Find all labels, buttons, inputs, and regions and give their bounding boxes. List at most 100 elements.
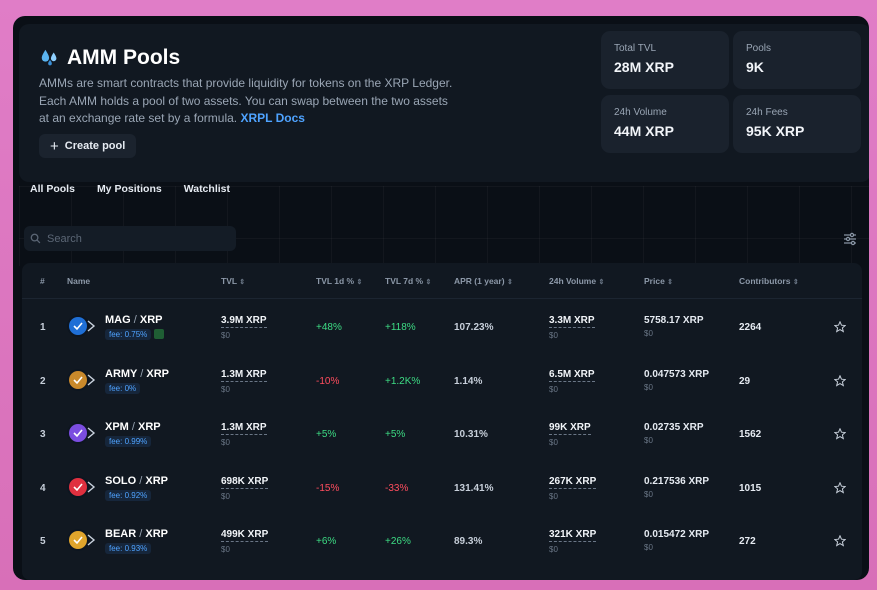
tvl-usd: $0 <box>221 384 230 394</box>
pair-separator: / <box>140 367 144 380</box>
contributors-cell: 29 <box>739 375 751 387</box>
pair-name[interactable]: BEAR / XRP <box>105 528 168 540</box>
price-value: 5758.17 XRP <box>644 315 704 326</box>
volume-value: 267K XRP <box>549 475 597 489</box>
price-usd: $0 <box>644 543 653 552</box>
tvl-7d-cell: +5% <box>385 429 406 440</box>
token-pair-logo-icon <box>67 315 96 337</box>
quote-token: XRP <box>138 421 161 433</box>
col-apr[interactable]: APR (1 year) ⇕ <box>454 276 513 286</box>
price-cell: 0.217536 XRP $0 <box>644 476 709 499</box>
pair-cell: XPM / XRP fee: 0.99% <box>105 421 161 447</box>
app-window: AMM Pools AMMs are smart contracts that … <box>13 16 869 580</box>
tab-watchlist[interactable]: Watchlist <box>183 183 230 195</box>
col-price[interactable]: Price ⇕ <box>644 276 673 286</box>
xrpl-docs-link[interactable]: XRPL Docs <box>240 111 305 125</box>
star-icon[interactable] <box>834 428 846 440</box>
pair-name[interactable]: MAG / XRP <box>105 314 164 326</box>
sort-icon: ⇕ <box>792 279 799 286</box>
col-volume-label: 24h Volume <box>549 276 597 286</box>
star-icon[interactable] <box>834 535 846 547</box>
stat-value: 9K <box>746 59 764 75</box>
sort-icon: ⇕ <box>667 279 674 286</box>
volume-cell: 321K XRP $0 <box>549 529 597 554</box>
token-pair-logo-icon <box>67 368 96 391</box>
price-cell: 0.047573 XRP $0 <box>644 369 709 392</box>
apr-cell: 1.14% <box>454 375 483 387</box>
star-icon[interactable] <box>834 374 846 387</box>
contributors-cell: 1015 <box>739 482 762 494</box>
search-box[interactable] <box>24 226 236 251</box>
pair-name[interactable]: SOLO / XRP <box>105 475 168 487</box>
row-index: 1 <box>40 322 46 333</box>
water-drops-icon <box>41 49 57 66</box>
pair-name[interactable]: ARMY / XRP <box>105 368 169 380</box>
token-pair-logo-icon <box>67 475 96 498</box>
tvl-value: 698K XRP <box>221 475 269 489</box>
row-index: 4 <box>40 482 46 494</box>
pair-cell: BEAR / XRP fee: 0.93% <box>105 528 168 554</box>
table-row[interactable]: 4 SOLO / XRP fee: 0.92% 698K XRP $0 -15%… <box>22 460 862 514</box>
table-row[interactable]: 3 XPM / XRP fee: 0.99% 1.3M XRP $0 +5% +… <box>22 406 862 460</box>
stat-label: 24h Volume <box>614 107 667 118</box>
stat-value: 28M XRP <box>614 59 674 75</box>
fee-badge: fee: 0.92% <box>105 489 152 501</box>
apr-cell: 131.41% <box>454 482 494 494</box>
col-tvl-7d[interactable]: TVL 7d % ⇕ <box>385 276 431 286</box>
table-row[interactable]: 1 MAG / XRP fee: 0.75% 3.9M XRP $0 +48% … <box>22 299 862 353</box>
search-input[interactable] <box>47 232 227 245</box>
tvl-value: 3.9M XRP <box>221 315 267 328</box>
col-volume[interactable]: 24h Volume ⇕ <box>549 276 604 286</box>
tab-all-pools[interactable]: All Pools <box>30 183 75 195</box>
col-tvl-1d[interactable]: TVL 1d % ⇕ <box>316 276 362 286</box>
col-tvl-label: TVL <box>221 276 237 286</box>
col-contributors[interactable]: Contributors ⇕ <box>739 276 799 286</box>
star-icon[interactable] <box>834 481 846 494</box>
volume-value: 99K XRP <box>549 422 591 435</box>
col-name: Name <box>67 276 91 286</box>
pair-separator: / <box>139 474 143 487</box>
tvl-usd: $0 <box>221 438 230 447</box>
pair-name[interactable]: XPM / XRP <box>105 421 161 433</box>
quote-token: XRP <box>145 474 168 487</box>
plus-icon: + <box>50 137 59 155</box>
contributors-cell: 2264 <box>739 322 762 333</box>
col-contributors-label: Contributors <box>739 276 791 286</box>
table-row[interactable]: 5 BEAR / XRP fee: 0.93% 499K XRP $0 +6% … <box>22 513 862 567</box>
quote-token: XRP <box>139 314 163 326</box>
volume-value: 3.3M XRP <box>549 315 595 328</box>
row-index: 5 <box>40 536 46 547</box>
tab-my-positions[interactable]: My Positions <box>96 183 162 195</box>
sort-icon: ⇕ <box>506 279 513 286</box>
price-value: 0.015472 XRP <box>644 529 710 540</box>
tvl-value: 499K XRP <box>221 529 269 542</box>
tvl-7d-cell: +26% <box>385 536 411 547</box>
table-row[interactable]: 2 ARMY / XRP fee: 0% 1.3M XRP $0 -10% +1… <box>22 353 862 407</box>
stat-24h-volume: 24h Volume 44M XRP <box>601 95 729 153</box>
stat-label: Pools <box>746 43 772 54</box>
stat-label: Total TVL <box>614 43 657 54</box>
create-pool-button[interactable]: + Create pool <box>39 134 137 158</box>
pair-separator: / <box>139 528 143 540</box>
col-tvl-7d-label: TVL 7d % <box>385 276 424 286</box>
table-header: # Name TVL ⇕ TVL 1d % ⇕ TVL 7d % ⇕ APR (… <box>22 263 862 299</box>
star-icon[interactable] <box>834 321 846 333</box>
price-usd: $0 <box>644 489 653 499</box>
filter-settings-icon[interactable] <box>843 232 857 246</box>
price-value: 0.02735 XRP <box>644 422 704 433</box>
hero-panel: AMM Pools AMMs are smart contracts that … <box>19 24 869 182</box>
row-index: 3 <box>40 429 46 440</box>
fee-badge: fee: 0.93% <box>105 543 152 554</box>
stat-value: 44M XRP <box>614 123 674 139</box>
volume-usd: $0 <box>549 545 558 554</box>
fee-badge: fee: 0% <box>105 382 141 394</box>
col-tvl[interactable]: TVL ⇕ <box>221 276 245 286</box>
base-token: XPM <box>105 421 129 433</box>
fee-badge: fee: 0.75% <box>105 329 152 340</box>
tvl-usd: $0 <box>221 331 230 340</box>
tvl-7d-cell: +118% <box>385 322 416 333</box>
price-usd: $0 <box>644 382 653 392</box>
stat-pools: Pools 9K <box>733 31 861 89</box>
tvl-cell: 1.3M XRP $0 <box>221 422 267 447</box>
volume-cell: 3.3M XRP $0 <box>549 315 595 340</box>
